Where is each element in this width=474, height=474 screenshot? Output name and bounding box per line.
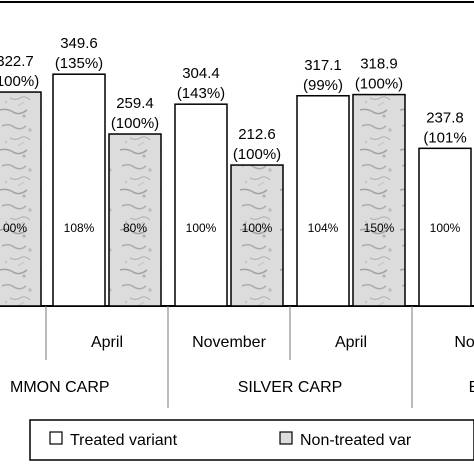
- legend-swatch: [279, 431, 293, 445]
- plot-area: 322.7(100%)00%ber349.6(135%)108%259.4(10…: [0, 1, 474, 408]
- bar: [418, 147, 472, 307]
- category-label: Nove: [454, 334, 474, 351]
- legend-swatch: [49, 431, 63, 445]
- group-label: MMON CARP: [10, 379, 110, 396]
- group-label: SILVER CARP: [238, 379, 343, 396]
- legend-box: [29, 419, 474, 461]
- bar-value-label: 259.4: [116, 95, 154, 112]
- bar-inner-percent-label: 00%: [3, 221, 27, 235]
- bar-inner-percent-label: 104%: [308, 221, 339, 235]
- bar-percent-label: (101%: [423, 129, 466, 146]
- bar-percent-label: (100%): [355, 76, 403, 93]
- bar-value-label: 322.7: [0, 53, 34, 70]
- bar-inner-percent-label: 80%: [123, 221, 147, 235]
- bar-value-label: 349.6: [60, 35, 98, 52]
- category-label: April: [91, 334, 123, 351]
- bar-value-label: 318.9: [360, 56, 398, 73]
- category-label: April: [335, 334, 367, 351]
- bar: [352, 93, 406, 307]
- bar-inner-percent-label: 100%: [430, 221, 461, 235]
- legend-label: Treated variant: [70, 432, 178, 449]
- bar-percent-label: (99%): [303, 77, 343, 94]
- bar: [0, 91, 42, 307]
- bar-percent-label: (100%): [233, 146, 281, 163]
- bar-percent-label: (135%): [55, 55, 103, 72]
- bar-percent-label: (143%): [177, 85, 225, 102]
- group-label: B: [469, 379, 474, 396]
- bar: [108, 133, 162, 307]
- bar-value-label: 212.6: [238, 126, 276, 143]
- bar-percent-label: (100%): [111, 115, 159, 132]
- bar-inner-percent-label: 100%: [186, 221, 217, 235]
- legend-label: Non-treated var: [300, 432, 412, 449]
- bar-value-label: 317.1: [304, 57, 342, 74]
- bar-value-label: 304.4: [182, 65, 220, 82]
- bar-percent-label: (100%): [0, 73, 39, 90]
- bar-value-label: 237.8: [426, 109, 464, 126]
- bar-inner-percent-label: 150%: [364, 221, 395, 235]
- category-label: November: [192, 334, 266, 351]
- bar-inner-percent-label: 108%: [64, 221, 95, 235]
- bar: [52, 73, 106, 307]
- bar: [296, 95, 350, 307]
- bar: [174, 103, 228, 307]
- bar-inner-percent-label: 100%: [242, 221, 273, 235]
- bar: [230, 164, 284, 307]
- legend: Treated variant Non-treated var: [29, 419, 474, 461]
